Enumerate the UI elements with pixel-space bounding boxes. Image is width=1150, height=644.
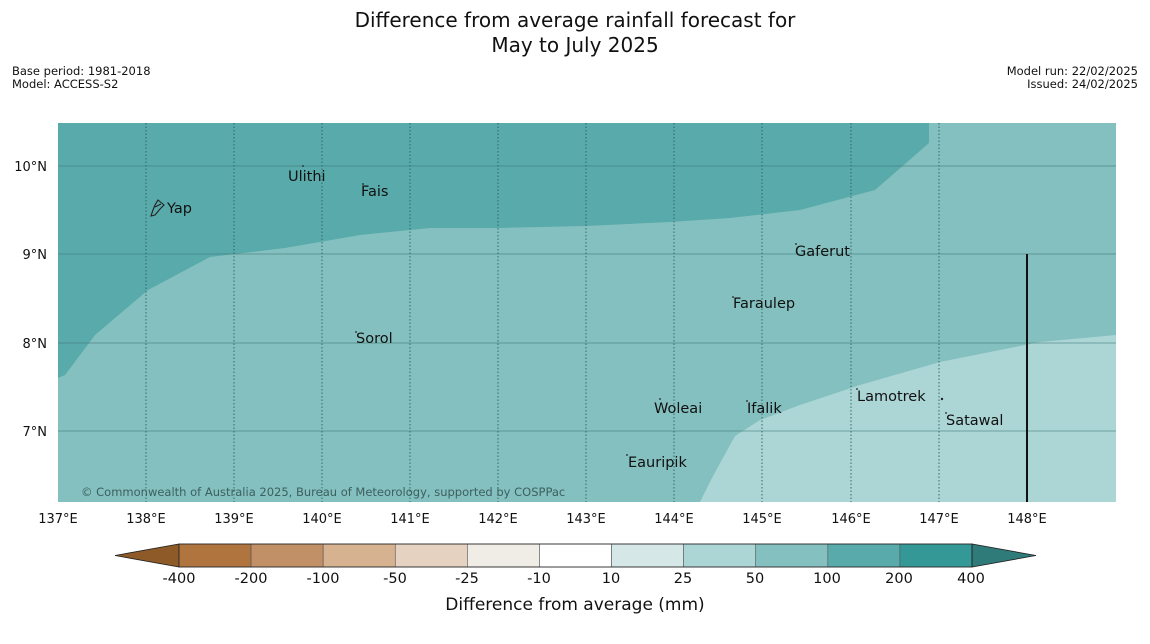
colorbar-tick-labels: -400 -200 -100 -50 -25 -10 10 25 50 100 … xyxy=(163,571,985,587)
place-label-sorol: Sorol xyxy=(356,331,393,347)
model-info: Base period: 1981-2018 Model: ACCESS-S2 xyxy=(12,65,151,91)
colorbar-tick-m200: -200 xyxy=(235,571,268,587)
place-label-ifalik: Ifalik xyxy=(747,401,782,417)
colorbar-frame xyxy=(178,543,973,568)
colorbar-bin xyxy=(611,543,684,568)
lon-label-140e: 140°E xyxy=(302,512,342,527)
lon-label-138e: 138°E xyxy=(126,512,166,527)
lon-label-147e: 147°E xyxy=(919,512,959,527)
lon-label-144e: 144°E xyxy=(654,512,694,527)
map-title-line-1: Difference from average rainfall forecas… xyxy=(354,8,796,32)
colorbar-tick-m25: -25 xyxy=(455,571,479,587)
place-label-yap: Yap xyxy=(166,201,192,217)
colorbar-bin xyxy=(250,543,324,568)
graticule xyxy=(145,123,940,502)
map-area: Ulithi Fais Yap Gaferut Faraulep Sorol L… xyxy=(58,123,1116,502)
colorbar-tick-m400: -400 xyxy=(163,571,196,587)
lon-label-146e: 146°E xyxy=(831,512,871,527)
place-label-woleai: Woleai xyxy=(654,401,702,417)
colorbar-bin xyxy=(322,543,396,568)
yap-island-outline xyxy=(150,199,165,217)
colorbar-tick-400: 400 xyxy=(957,571,985,587)
latitude-labels: 10°N 9°N 8°N 7°N xyxy=(14,160,47,440)
model-text: Model: ACCESS-S2 xyxy=(12,77,119,91)
colorbar-tick-m10: -10 xyxy=(527,571,551,587)
lat-label-7n: 7°N xyxy=(23,425,48,440)
issued-text: Issued: 24/02/2025 xyxy=(1027,77,1138,91)
lon-label-139e: 139°E xyxy=(214,512,254,527)
colorbar-bins xyxy=(178,543,973,568)
colorbar-label: Difference from average (mm) xyxy=(445,595,704,615)
colorbar-extend-low xyxy=(114,543,180,568)
run-info: Model run: 22/02/2025 Issued: 24/02/2025 xyxy=(1007,65,1138,91)
lon-label-137e: 137°E xyxy=(38,512,78,527)
place-label-satawal: Satawal xyxy=(946,413,1003,429)
lon-label-141e: 141°E xyxy=(390,512,430,527)
place-label-eauripik: Eauripik xyxy=(628,455,687,471)
colorbar-tick-m100: -100 xyxy=(307,571,340,587)
base-period-text: Base period: 1981-2018 xyxy=(12,64,151,78)
copyright-notice: © Commonwealth of Australia 2025, Bureau… xyxy=(81,485,565,499)
colorbar-bin xyxy=(539,543,612,568)
place-label-fais: Fais xyxy=(361,184,388,200)
longitude-labels: 137°E 138°E 139°E 140°E 141°E 142°E 143°… xyxy=(38,512,1047,527)
lon-label-143e: 143°E xyxy=(566,512,606,527)
colorbar-tick-50: 50 xyxy=(746,571,764,587)
colorbar-extend-high xyxy=(971,543,1037,568)
colorbar-bin xyxy=(394,543,468,568)
place-label-gaferut: Gaferut xyxy=(795,244,850,260)
map-title: Difference from average rainfall forecas… xyxy=(0,8,1150,58)
atoll-markers xyxy=(302,165,947,456)
map-title-line-2: May to July 2025 xyxy=(491,33,659,57)
colorbar-bin xyxy=(899,543,973,568)
place-label-faraulep: Faraulep xyxy=(733,296,795,312)
colorbar-bin xyxy=(178,543,252,568)
band-100-200 xyxy=(58,123,929,378)
latitude-lines xyxy=(58,165,1116,432)
colorbar-tick-10: 10 xyxy=(602,571,620,587)
lat-label-8n: 8°N xyxy=(23,337,48,352)
colorbar-bin xyxy=(755,543,829,568)
colorbar-tick-100: 100 xyxy=(813,571,841,587)
lon-label-145e: 145°E xyxy=(742,512,782,527)
lon-label-142e: 142°E xyxy=(478,512,518,527)
colorbar-bin xyxy=(827,543,901,568)
lat-label-10n: 10°N xyxy=(14,160,47,175)
place-label-ulithi: Ulithi xyxy=(288,169,326,185)
colorbar: -400 -200 -100 -50 -25 -10 10 25 50 100 … xyxy=(114,543,1037,615)
colorbar-tick-m50: -50 xyxy=(383,571,407,587)
colorbar-tick-200: 200 xyxy=(885,571,913,587)
colorbar-tick-25: 25 xyxy=(674,571,692,587)
model-run-text: Model run: 22/02/2025 xyxy=(1006,64,1138,78)
band-25-50 xyxy=(700,335,1116,502)
colorbar-bin xyxy=(467,543,540,568)
lon-label-148e: 148°E xyxy=(1007,512,1047,527)
lat-label-9n: 9°N xyxy=(23,248,48,263)
place-label-lamotrek: Lamotrek xyxy=(857,389,926,405)
colorbar-bin xyxy=(683,543,757,568)
